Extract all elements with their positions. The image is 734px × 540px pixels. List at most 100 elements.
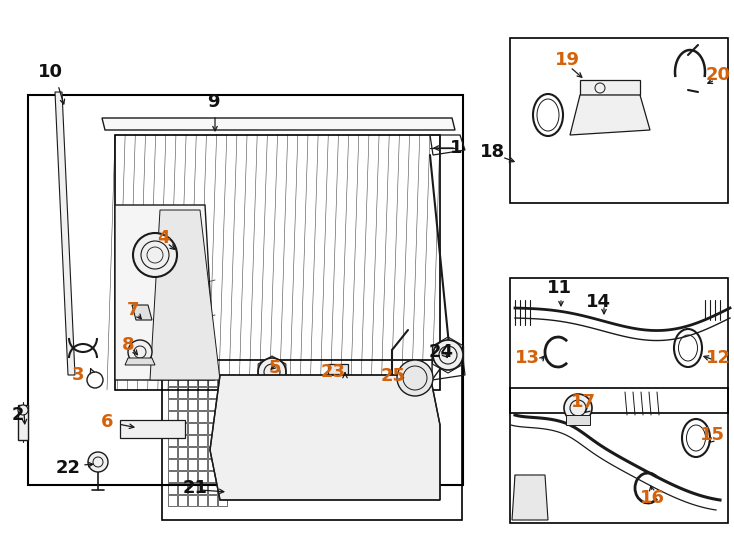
- Bar: [188, 435, 197, 446]
- Bar: [208, 447, 217, 458]
- Text: 20: 20: [705, 66, 730, 84]
- Bar: [510, 38, 728, 203]
- Bar: [178, 411, 187, 422]
- Circle shape: [18, 405, 28, 415]
- Polygon shape: [132, 305, 152, 320]
- Text: 18: 18: [481, 143, 506, 161]
- Text: 22: 22: [56, 459, 81, 477]
- Polygon shape: [210, 375, 440, 500]
- Bar: [168, 483, 177, 494]
- Bar: [168, 495, 177, 506]
- Text: 23: 23: [321, 363, 346, 381]
- Bar: [208, 483, 217, 494]
- Bar: [218, 447, 227, 458]
- Circle shape: [128, 340, 152, 364]
- Text: 9: 9: [207, 93, 219, 111]
- Bar: [218, 435, 227, 446]
- Text: 7: 7: [127, 301, 139, 319]
- Bar: [198, 387, 207, 398]
- Bar: [218, 423, 227, 434]
- Bar: [218, 411, 227, 422]
- Bar: [198, 447, 207, 458]
- Bar: [198, 459, 207, 470]
- Bar: [168, 459, 177, 470]
- Bar: [168, 447, 177, 458]
- Bar: [178, 483, 187, 494]
- Bar: [178, 423, 187, 434]
- Bar: [188, 399, 197, 410]
- Polygon shape: [150, 210, 220, 380]
- Bar: [188, 387, 197, 398]
- Text: 8: 8: [122, 336, 134, 354]
- Bar: [218, 375, 227, 386]
- Bar: [208, 399, 217, 410]
- Circle shape: [88, 452, 108, 472]
- Text: 25: 25: [380, 367, 405, 385]
- Text: 3: 3: [72, 366, 84, 384]
- Bar: [510, 388, 728, 523]
- Bar: [510, 278, 728, 413]
- Text: 21: 21: [183, 479, 208, 497]
- Bar: [198, 423, 207, 434]
- Polygon shape: [328, 364, 348, 374]
- Bar: [178, 375, 187, 386]
- Bar: [198, 435, 207, 446]
- Circle shape: [564, 394, 592, 422]
- Bar: [208, 423, 217, 434]
- Bar: [168, 471, 177, 482]
- Text: 24: 24: [429, 343, 454, 361]
- Text: 15: 15: [700, 426, 724, 444]
- Bar: [115, 135, 440, 390]
- Polygon shape: [566, 415, 590, 425]
- Bar: [198, 411, 207, 422]
- Bar: [208, 459, 217, 470]
- Bar: [188, 411, 197, 422]
- Polygon shape: [570, 95, 650, 135]
- Bar: [162, 360, 462, 520]
- Bar: [178, 471, 187, 482]
- Circle shape: [133, 233, 177, 277]
- Bar: [218, 495, 227, 506]
- Bar: [198, 483, 207, 494]
- Bar: [208, 435, 217, 446]
- Bar: [178, 387, 187, 398]
- Bar: [188, 471, 197, 482]
- Text: 14: 14: [586, 293, 611, 311]
- Bar: [188, 447, 197, 458]
- Polygon shape: [55, 92, 75, 375]
- Bar: [188, 459, 197, 470]
- Bar: [198, 375, 207, 386]
- Bar: [208, 471, 217, 482]
- Text: 2: 2: [12, 406, 24, 424]
- Text: 4: 4: [157, 229, 170, 247]
- Text: 19: 19: [554, 51, 580, 69]
- Bar: [198, 471, 207, 482]
- Polygon shape: [120, 420, 185, 438]
- Bar: [168, 435, 177, 446]
- Bar: [218, 387, 227, 398]
- Bar: [218, 399, 227, 410]
- Bar: [218, 483, 227, 494]
- Polygon shape: [580, 80, 640, 95]
- Text: 6: 6: [101, 413, 113, 431]
- Text: 1: 1: [450, 139, 462, 157]
- Bar: [208, 375, 217, 386]
- Bar: [178, 447, 187, 458]
- Bar: [208, 387, 217, 398]
- Text: 5: 5: [269, 359, 281, 377]
- Polygon shape: [18, 405, 28, 440]
- Bar: [178, 495, 187, 506]
- Text: 16: 16: [639, 489, 664, 507]
- Bar: [218, 471, 227, 482]
- Bar: [188, 483, 197, 494]
- Bar: [178, 399, 187, 410]
- Text: 13: 13: [515, 349, 539, 367]
- Polygon shape: [102, 118, 455, 130]
- Polygon shape: [512, 475, 548, 520]
- Bar: [168, 387, 177, 398]
- Bar: [28, 95, 463, 485]
- Bar: [168, 399, 177, 410]
- Bar: [188, 423, 197, 434]
- Bar: [178, 459, 187, 470]
- Text: 10: 10: [37, 63, 62, 81]
